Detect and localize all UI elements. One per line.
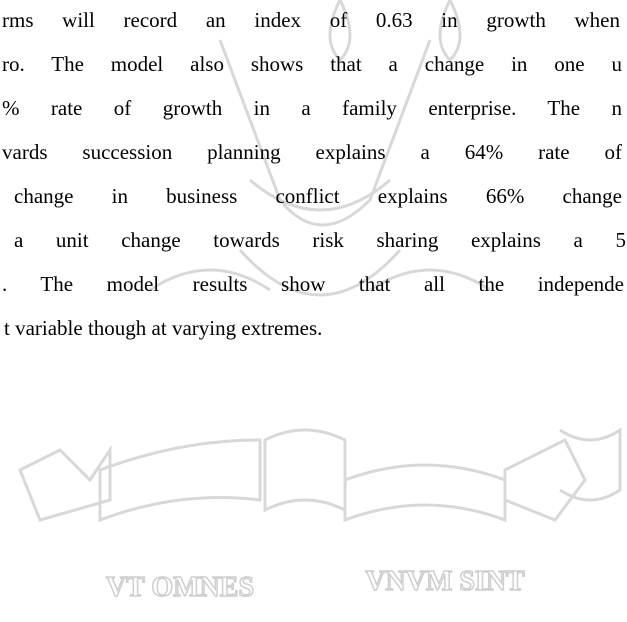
text-line: % rate of growth in a family enterprise.… <box>2 96 622 120</box>
text-line: t variable though at varying extremes. <box>4 316 322 340</box>
text-line: vards succession planning explains a 64%… <box>2 140 622 164</box>
page: VT OMNES VNVM SINT rms will record an in… <box>0 0 627 622</box>
text-line: change in business conflict explains 66%… <box>14 184 622 208</box>
watermark: VT OMNES VNVM SINT <box>0 0 627 622</box>
watermark-text: VT OMNES <box>106 572 254 603</box>
text-line: ro. The model also shows that a change i… <box>2 52 622 76</box>
text-line: a unit change towards risk sharing expla… <box>14 228 626 252</box>
text-line: rms will record an index of 0.63 in grow… <box>2 8 620 32</box>
watermark-text: VNVM SINT <box>365 566 525 597</box>
text-line: . The model results show that all the in… <box>2 272 624 296</box>
